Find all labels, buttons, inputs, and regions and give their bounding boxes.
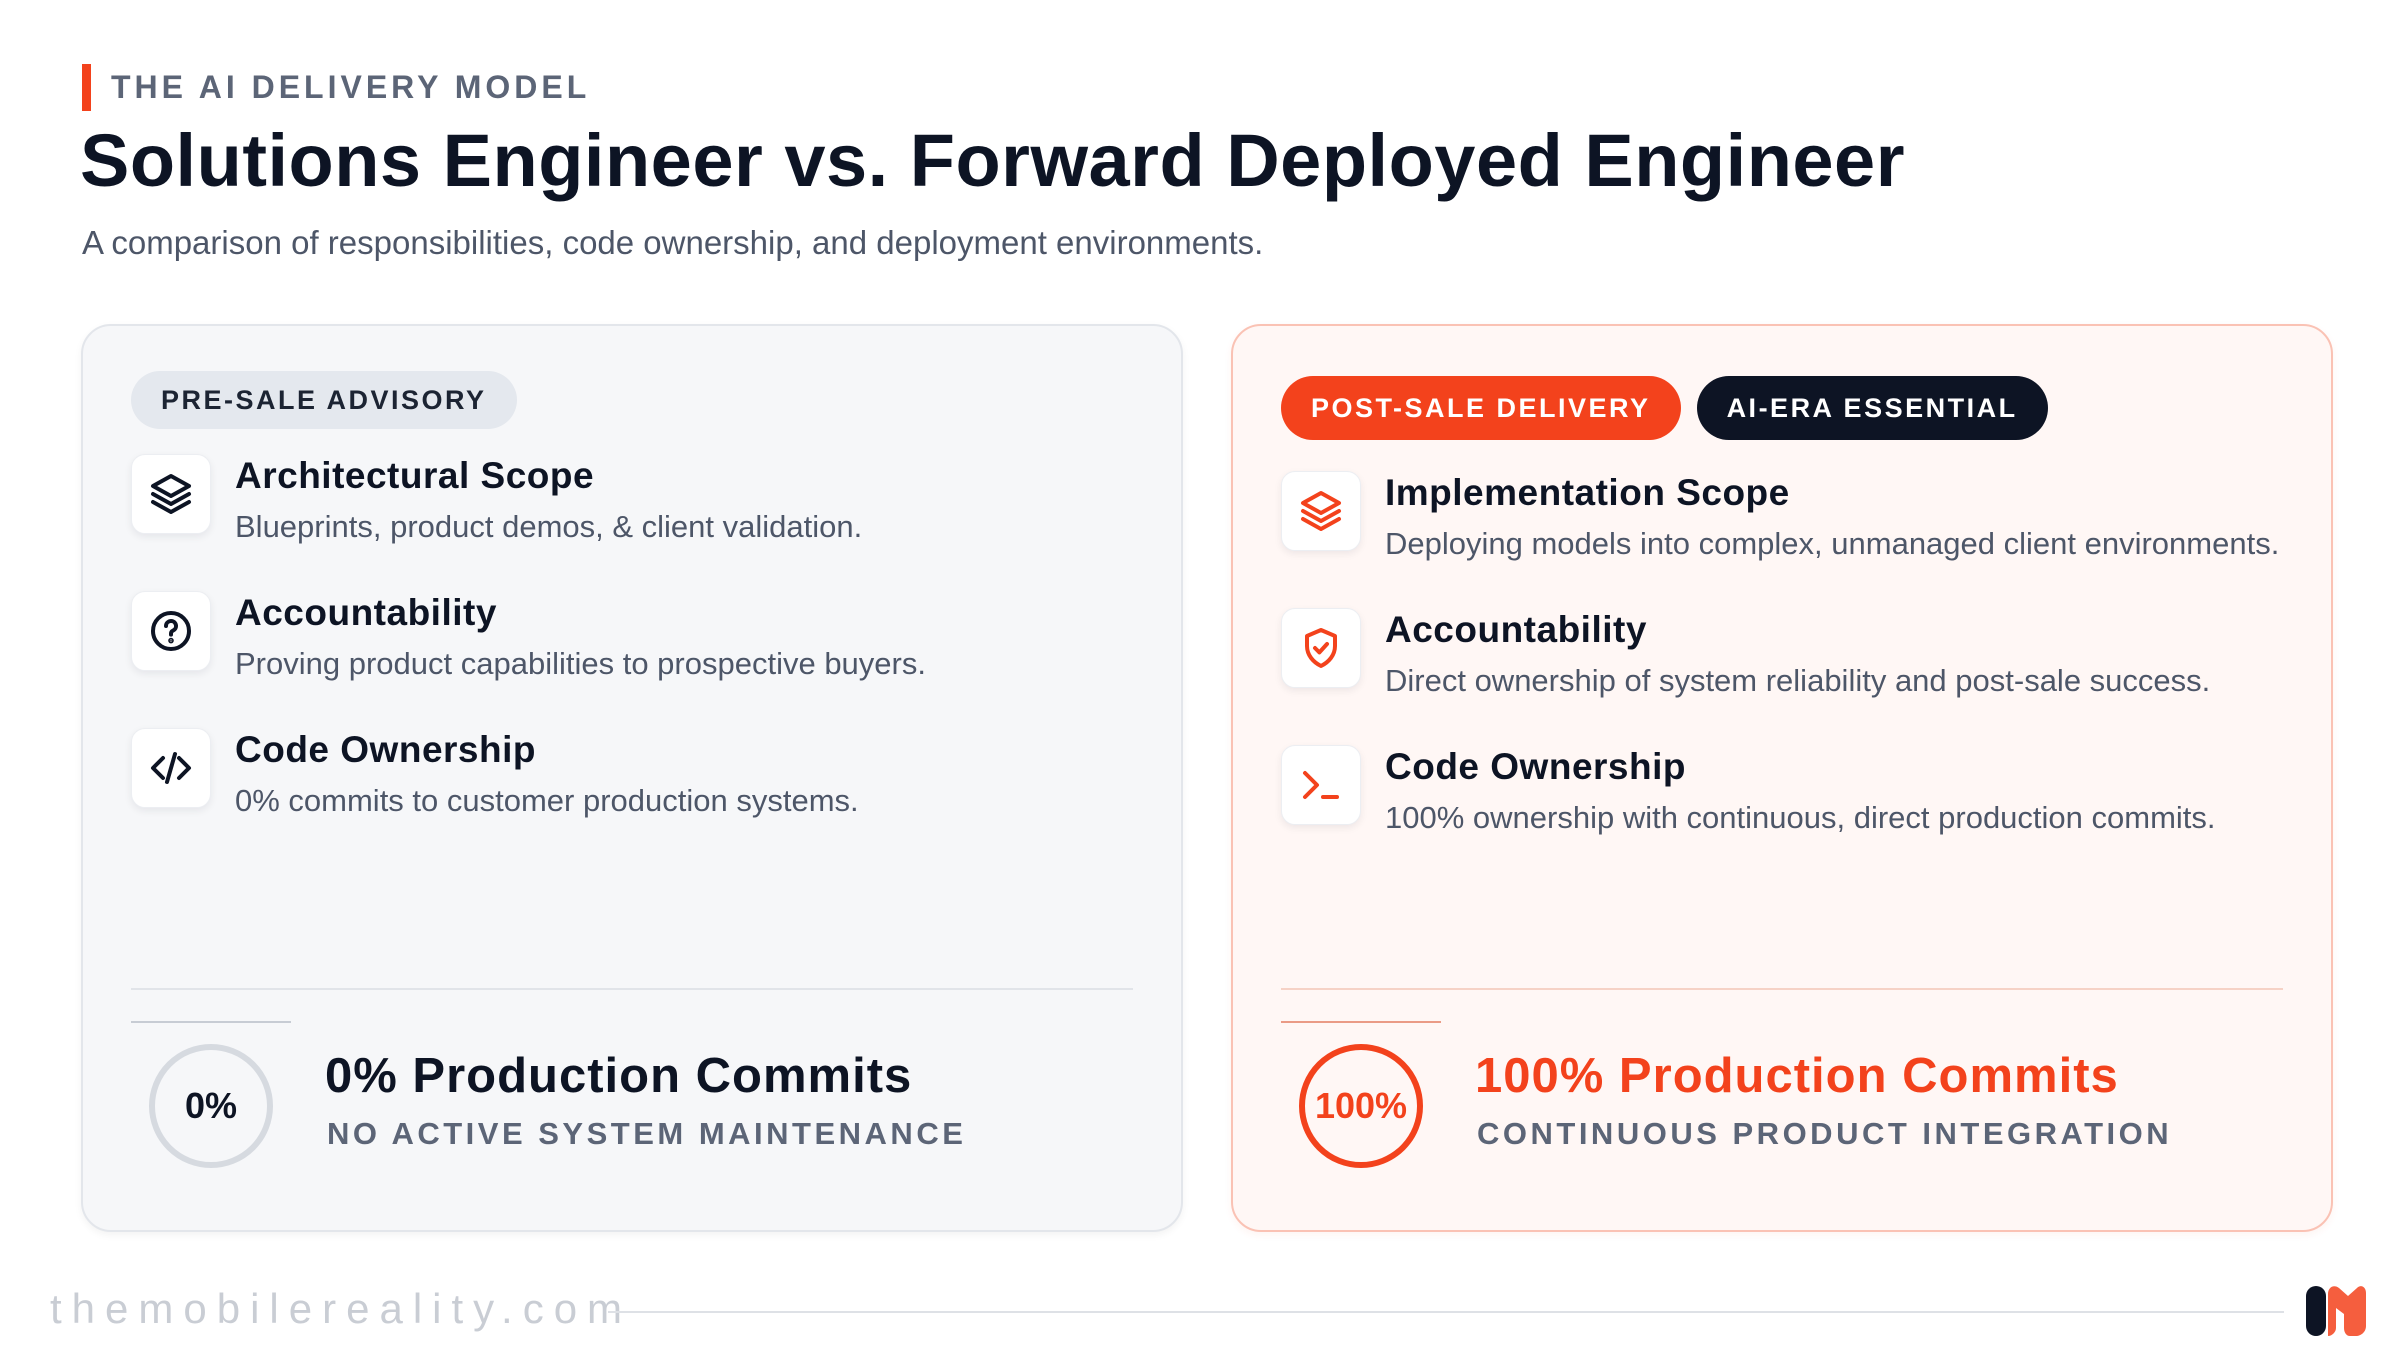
layers-icon (1281, 471, 1361, 551)
list-item: Code Ownership 100% ownership with conti… (1281, 743, 2291, 840)
page-title: Solutions Engineer vs. Forward Deployed … (80, 119, 1906, 202)
forward-deployed-engineer-card: POST-SALE DELIVERY AI-ERA ESSENTIAL Impl… (1231, 324, 2333, 1232)
terminal-icon (1281, 745, 1361, 825)
stat-subtitle: CONTINUOUS PRODUCT INTEGRATION (1477, 1116, 2173, 1151)
mobile-reality-logo-icon (2306, 1286, 2366, 1336)
stat-ring: 100% (1299, 1044, 1423, 1168)
list-item: Code Ownership 0% commits to customer pr… (131, 726, 1141, 823)
question-circle-icon (131, 591, 211, 671)
list-item: Implementation Scope Deploying models in… (1281, 469, 2291, 566)
item-description: 0% commits to customer production system… (235, 783, 859, 818)
item-title: Code Ownership (235, 729, 536, 770)
item-title: Accountability (235, 592, 497, 633)
list-item: Accountability Proving product capabilit… (131, 589, 1141, 686)
ai-era-essential-badge: AI-ERA ESSENTIAL (1696, 376, 2048, 440)
footer-url: themobilereality.com (50, 1285, 633, 1332)
item-title: Architectural Scope (235, 455, 595, 496)
item-description: Proving product capabilities to prospect… (235, 646, 926, 681)
badge-row: POST-SALE DELIVERY AI-ERA ESSENTIAL (1281, 376, 2048, 440)
list-item: Architectural Scope Blueprints, product … (131, 452, 1141, 549)
divider (131, 988, 1133, 990)
solutions-engineer-card: PRE-SALE ADVISORY Architectural Scope Bl… (81, 324, 1183, 1232)
code-icon (131, 728, 211, 808)
footer-divider (608, 1311, 2284, 1313)
pre-sale-advisory-badge: PRE-SALE ADVISORY (131, 371, 517, 429)
accent-rule (131, 1021, 291, 1023)
accent-rule (1281, 1021, 1441, 1023)
layers-icon (131, 454, 211, 534)
post-sale-delivery-badge: POST-SALE DELIVERY (1281, 376, 1681, 440)
responsibility-list: Architectural Scope Blueprints, product … (131, 452, 1141, 863)
stat-title: 0% Production Commits (325, 1049, 913, 1103)
stat-title: 100% Production Commits (1475, 1049, 2119, 1103)
item-description: Blueprints, product demos, & client vali… (235, 509, 863, 544)
badge-row: PRE-SALE ADVISORY (131, 371, 517, 429)
item-title: Accountability (1385, 609, 1647, 650)
shield-check-icon (1281, 608, 1361, 688)
item-title: Code Ownership (1385, 746, 1686, 787)
item-description: 100% ownership with continuous, direct p… (1385, 800, 2216, 835)
list-item: Accountability Direct ownership of syste… (1281, 606, 2291, 703)
item-description: Deploying models into complex, unmanaged… (1385, 526, 2280, 561)
divider (1281, 988, 2283, 990)
responsibility-list: Implementation Scope Deploying models in… (1281, 469, 2291, 880)
page-subtitle: A comparison of responsibilities, code o… (82, 224, 1264, 261)
item-description: Direct ownership of system reliability a… (1385, 663, 2211, 698)
stat-ring: 0% (149, 1044, 273, 1168)
item-title: Implementation Scope (1385, 472, 1790, 513)
eyebrow-label: THE AI DELIVERY MODEL (82, 64, 590, 111)
stat-subtitle: NO ACTIVE SYSTEM MAINTENANCE (327, 1116, 967, 1151)
